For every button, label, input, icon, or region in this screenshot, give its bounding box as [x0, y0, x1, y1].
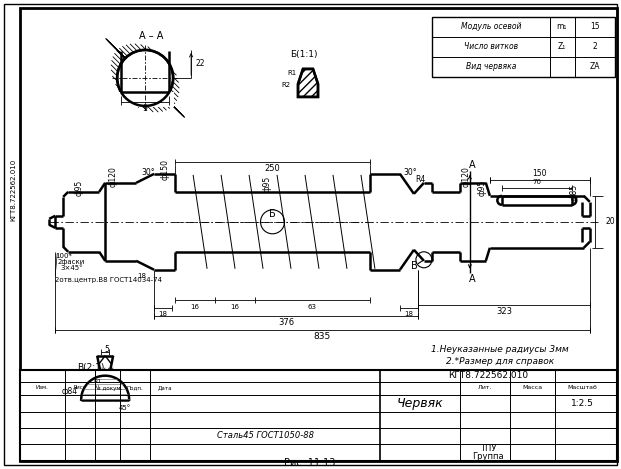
Text: 63: 63 — [308, 304, 317, 310]
Text: ТПУ: ТПУ — [479, 444, 496, 453]
Bar — [432, 17, 615, 77]
Text: 2отв.центр.В8 ГОСТ14034-74: 2отв.центр.В8 ГОСТ14034-74 — [55, 277, 162, 283]
Text: 5: 5 — [105, 345, 109, 354]
Text: 2фаски: 2фаски — [57, 259, 84, 265]
Text: 18: 18 — [158, 311, 168, 317]
Text: 15: 15 — [590, 23, 600, 31]
Circle shape — [117, 50, 173, 106]
Text: 2: 2 — [592, 43, 597, 52]
Text: Дата: Дата — [158, 385, 173, 390]
Text: R1: R1 — [93, 379, 101, 384]
Text: 2.*Размер для справок: 2.*Размер для справок — [446, 357, 554, 366]
Text: 100*: 100* — [55, 253, 72, 259]
Text: 9: 9 — [143, 105, 148, 113]
Text: 18: 18 — [404, 311, 414, 317]
Text: Число витков: Число витков — [464, 43, 518, 52]
Text: КГТ8.722562.010: КГТ8.722562.010 — [10, 159, 16, 221]
Text: ф95: ф95 — [75, 180, 84, 196]
Text: А: А — [469, 160, 475, 170]
Text: 16: 16 — [230, 304, 240, 310]
Text: Лист: Лист — [73, 385, 87, 390]
Text: ф120: ф120 — [461, 166, 470, 187]
Text: А – А: А – А — [139, 31, 163, 41]
Text: 45°: 45° — [119, 405, 131, 411]
Text: 150: 150 — [533, 169, 547, 178]
Text: 323: 323 — [496, 307, 512, 316]
Text: 250: 250 — [265, 164, 281, 174]
Text: Б(1:1): Б(1:1) — [290, 51, 317, 60]
Text: Масса: Масса — [523, 385, 543, 390]
Text: Лит.: Лит. — [478, 385, 492, 390]
Text: 1:2.5: 1:2.5 — [571, 399, 594, 408]
Text: R4: R4 — [415, 175, 425, 184]
Text: ф95: ф95 — [263, 176, 271, 192]
Text: 22: 22 — [195, 60, 204, 68]
Text: А: А — [469, 274, 475, 284]
Text: Подп.: Подп. — [127, 385, 143, 390]
Text: 3×45°: 3×45° — [60, 265, 83, 271]
Text: 70: 70 — [532, 179, 542, 185]
Text: КГТ8.722562.010: КГТ8.722562.010 — [448, 371, 528, 380]
Text: Z₁: Z₁ — [558, 43, 566, 52]
Text: ф95: ф95 — [478, 180, 486, 196]
Text: ф84: ф84 — [61, 387, 77, 396]
Text: № докум.: № докум. — [94, 385, 122, 391]
Text: В(2:1): В(2:1) — [77, 363, 104, 372]
Polygon shape — [298, 69, 318, 97]
Text: Изм.: Изм. — [36, 385, 48, 390]
Text: 1.Неуказанные радиусы 3мм: 1.Неуказанные радиусы 3мм — [431, 345, 569, 354]
Text: Рис. 11.13: Рис. 11.13 — [284, 458, 336, 468]
Text: ф150: ф150 — [161, 159, 170, 181]
Text: Сталь45 ГОСТ1050-88: Сталь45 ГОСТ1050-88 — [217, 431, 314, 440]
Text: 18: 18 — [138, 273, 147, 279]
Text: Группа: Группа — [472, 452, 504, 461]
Text: ZA: ZA — [589, 62, 600, 71]
Text: ф120: ф120 — [109, 166, 117, 187]
Text: 30°: 30° — [142, 168, 155, 177]
Text: 20: 20 — [605, 217, 615, 227]
Text: B: B — [410, 261, 417, 271]
Text: 30°: 30° — [403, 168, 417, 177]
Polygon shape — [116, 92, 174, 107]
Text: 835: 835 — [314, 332, 331, 341]
Text: Червяк: Червяк — [397, 397, 443, 410]
Text: R2: R2 — [281, 82, 291, 88]
Text: Б: Б — [269, 209, 275, 219]
Text: 376: 376 — [278, 318, 294, 327]
Text: m₁: m₁ — [556, 23, 567, 31]
Text: ф85: ф85 — [569, 184, 578, 200]
Bar — [20, 370, 617, 461]
Text: Модуль осевой: Модуль осевой — [461, 23, 521, 31]
Text: Масштаб: Масштаб — [568, 385, 598, 390]
Text: Вид червяка: Вид червяка — [466, 62, 516, 71]
Text: R1: R1 — [288, 70, 297, 76]
Text: 16: 16 — [191, 304, 199, 310]
